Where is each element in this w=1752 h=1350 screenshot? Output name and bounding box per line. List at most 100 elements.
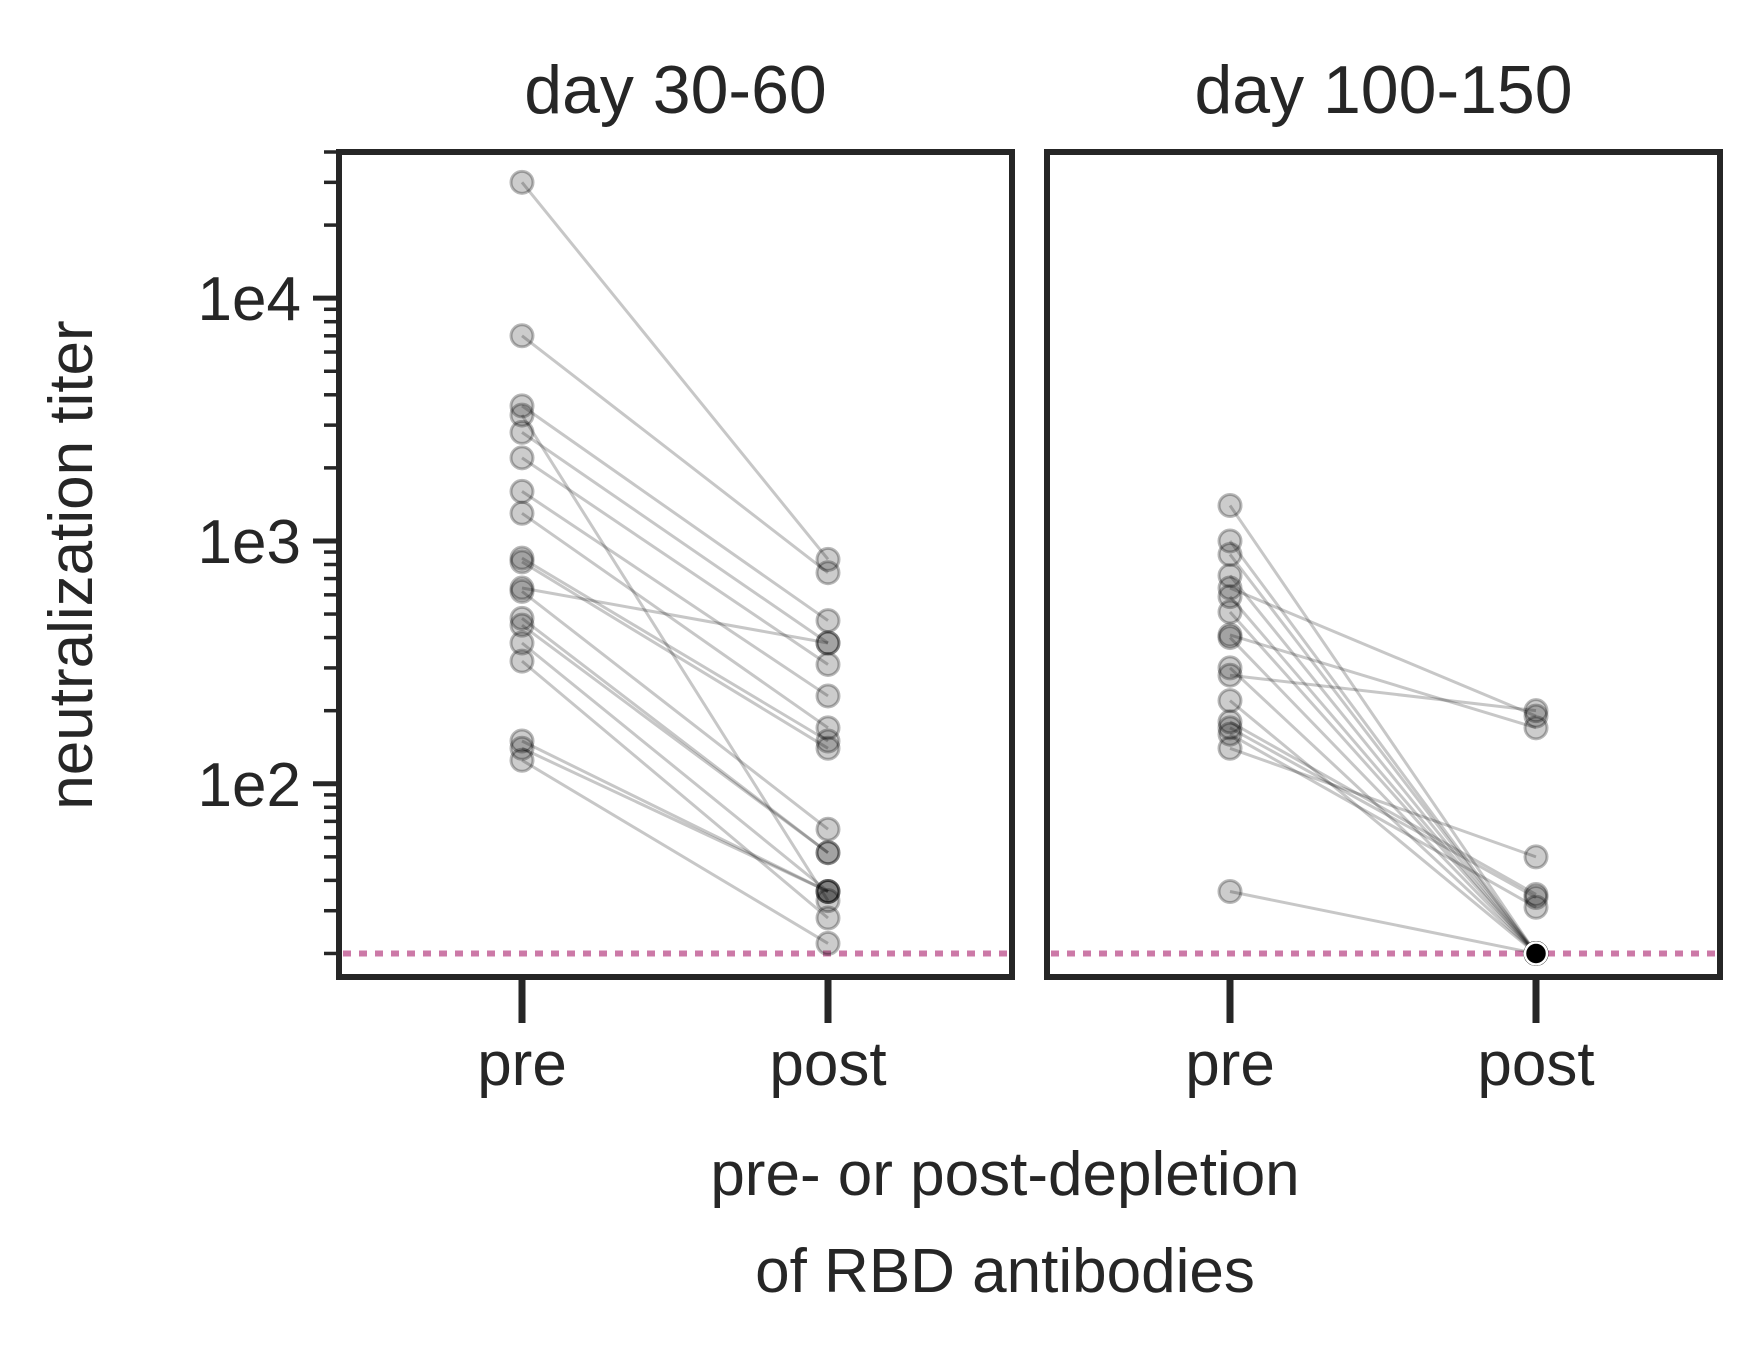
y-axis: 1e2 1e3 1e4	[198, 150, 339, 956]
pre-point	[509, 419, 535, 445]
pre-point	[509, 323, 535, 349]
pair-line	[521, 590, 829, 831]
pre-point	[1217, 662, 1243, 688]
pre-point	[509, 500, 535, 526]
x-tick-label: post	[1477, 1030, 1594, 1099]
pair-line	[521, 586, 829, 645]
pair-line	[521, 404, 829, 622]
post-point	[1523, 844, 1549, 870]
pre-point	[509, 402, 535, 428]
post-point	[815, 683, 841, 709]
pair-line	[1229, 720, 1537, 896]
pre-point	[509, 445, 535, 471]
pre-point	[1217, 528, 1243, 554]
pre-point	[509, 549, 535, 575]
pair-line	[521, 456, 829, 666]
panel-1: day 30-60 pre post	[336, 52, 1015, 1099]
pair-line	[1229, 699, 1537, 955]
x-axis-label-line-2: of RBD antibodies	[755, 1237, 1255, 1306]
pair-line	[1228, 595, 1538, 955]
pre-point	[509, 735, 535, 761]
pair-line	[521, 490, 829, 698]
pair-line	[521, 623, 829, 854]
x-axis-label-line-1: pre- or post-depletion	[710, 1140, 1299, 1209]
pair-line	[521, 617, 829, 854]
post-point	[1523, 703, 1549, 729]
pre-point	[509, 648, 535, 674]
pre-point	[509, 630, 535, 656]
post-point	[815, 651, 841, 677]
pre-point	[1217, 715, 1243, 741]
pre-point	[1217, 721, 1243, 747]
post-point	[815, 878, 841, 904]
pre-point	[1217, 688, 1243, 714]
post-point	[815, 630, 841, 656]
pre-point	[509, 728, 535, 754]
pair-line	[1228, 666, 1538, 955]
pair-line	[521, 758, 829, 945]
pair-line	[1229, 746, 1537, 859]
pre-point	[1217, 655, 1243, 681]
panel-2: day 100-150 pre post	[1044, 52, 1723, 1099]
post-point	[1523, 894, 1549, 920]
pair-line	[520, 181, 830, 561]
pre-point	[1217, 575, 1243, 601]
pre-point	[509, 578, 535, 604]
post-point	[1523, 715, 1549, 741]
post-point	[815, 816, 841, 842]
post-point	[1523, 881, 1549, 907]
post-point	[1523, 698, 1549, 724]
post-point	[815, 840, 841, 866]
pre-point	[1217, 563, 1243, 589]
x-tick-label: pre	[477, 1030, 567, 1099]
pair-line	[521, 512, 829, 730]
post-point	[815, 888, 841, 914]
pair-line	[1229, 726, 1537, 899]
pre-point	[509, 612, 535, 638]
pair-line	[1228, 553, 1538, 955]
y-tick-label: 1e2	[198, 751, 301, 820]
panel-frame	[336, 149, 1015, 980]
x-tick-label: pre	[1185, 1030, 1275, 1099]
pair-line	[1229, 673, 1537, 713]
y-tick-label: 1e3	[198, 508, 301, 577]
post-point	[815, 930, 841, 956]
post-point	[815, 560, 841, 586]
pair-line	[1229, 732, 1537, 909]
pre-point	[509, 747, 535, 773]
panel-title: day 100-150	[1194, 52, 1572, 128]
post-point	[815, 546, 841, 572]
panel-frame	[1044, 149, 1723, 980]
pre-point	[509, 393, 535, 419]
pair-line	[521, 334, 829, 574]
pre-point	[509, 575, 535, 601]
highlight-point	[1523, 941, 1549, 966]
y-tick-label: 1e4	[198, 265, 301, 334]
pre-point	[1217, 709, 1243, 735]
pair-line	[520, 414, 830, 902]
x-tick-label: post	[769, 1030, 886, 1099]
pre-point	[1217, 625, 1243, 651]
panel-title: day 30-60	[524, 52, 826, 128]
pair-line	[1228, 504, 1538, 955]
post-point	[815, 715, 841, 741]
pair-line	[521, 739, 829, 893]
post-point	[815, 878, 841, 904]
pre-point	[1217, 541, 1243, 567]
pair-line	[1228, 540, 1538, 955]
pre-point	[509, 605, 535, 631]
pair-line	[1229, 586, 1537, 718]
pre-point	[1217, 492, 1243, 518]
pre-point	[1217, 622, 1243, 648]
post-point	[815, 630, 841, 656]
post-point	[815, 840, 841, 866]
pair-line	[1228, 610, 1538, 955]
y-axis-label: neutralization titer	[37, 320, 106, 809]
pair-line	[521, 641, 829, 893]
pre-point	[1217, 599, 1243, 625]
pair-line	[1229, 890, 1537, 955]
pre-point	[1217, 584, 1243, 610]
pre-point	[509, 545, 535, 571]
pre-point	[509, 169, 535, 195]
